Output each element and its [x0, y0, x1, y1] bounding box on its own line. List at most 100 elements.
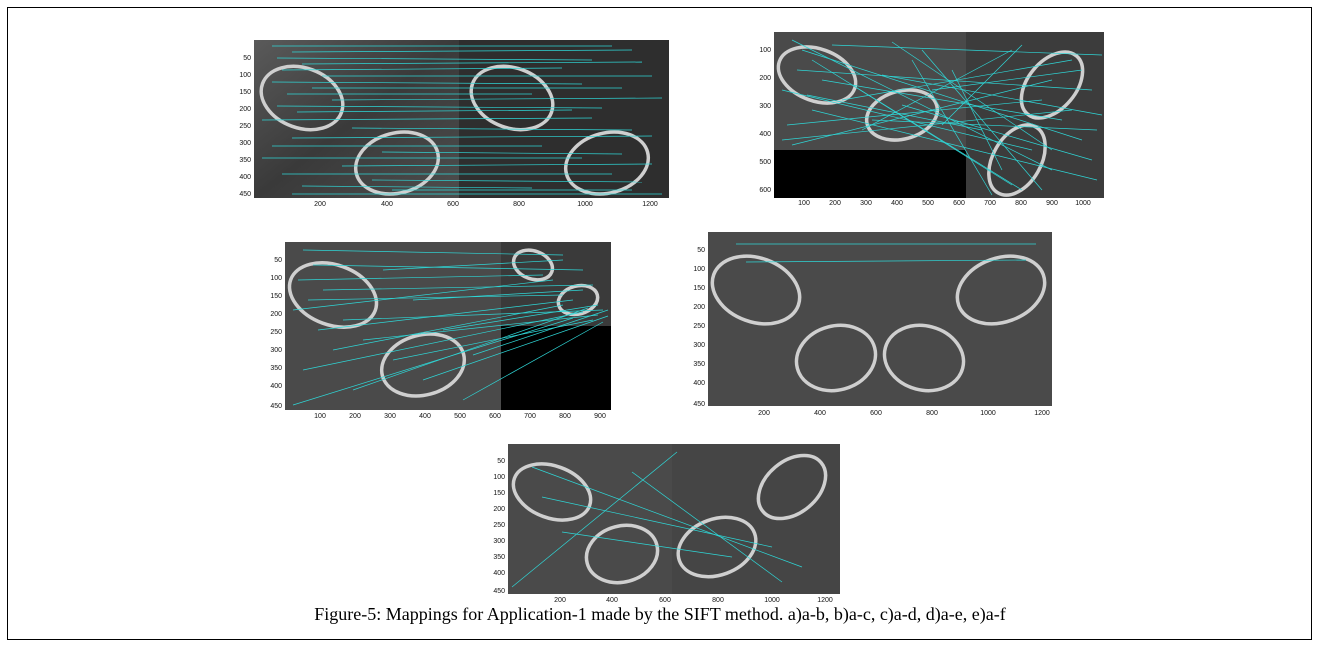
y-tick: 100: [493, 474, 505, 481]
x-tick: 800: [1015, 200, 1027, 207]
x-tick: 600: [659, 597, 671, 604]
x-tick: 800: [559, 413, 571, 420]
y-tick: 150: [493, 490, 505, 497]
x-tick: 400: [606, 597, 618, 604]
y-tick: 50: [274, 257, 282, 264]
y-tick: 50: [697, 247, 705, 254]
x-tick: 1000: [1075, 200, 1091, 207]
y-tick: 250: [493, 522, 505, 529]
y-tick: 450: [239, 191, 251, 198]
y-tick: 150: [239, 89, 251, 96]
x-tick: 800: [712, 597, 724, 604]
y-tick: 300: [759, 103, 771, 110]
y-tick: 350: [270, 365, 282, 372]
x-axis: 200 400 600 800 1000 1200: [758, 410, 1050, 417]
match-lines: [261, 45, 663, 195]
figure-caption: Figure-5: Mappings for Application-1 mad…: [314, 604, 1006, 624]
y-tick: 400: [493, 570, 505, 577]
panel-a-e: 50 100 150 200 250 300 350 400 450 200 4…: [686, 230, 1060, 418]
x-tick: 800: [926, 410, 938, 417]
y-tick: 200: [239, 106, 251, 113]
image-black-region: [774, 150, 966, 198]
figure-frame: [7, 7, 1312, 640]
y-tick: 450: [693, 401, 705, 408]
x-tick: 800: [513, 201, 525, 208]
x-tick: 1000: [577, 201, 593, 208]
y-tick: 50: [243, 55, 251, 62]
x-tick: 200: [758, 410, 770, 417]
x-tick: 700: [984, 200, 996, 207]
match-lines: [781, 39, 1103, 196]
x-tick: 600: [953, 200, 965, 207]
x-tick: 100: [798, 200, 810, 207]
panel-a-f-plot: 50 100 150 200 250 300 350 400 450 200 4…: [493, 444, 840, 604]
y-tick: 100: [693, 266, 705, 273]
panel-a-f: 50 100 150 200 250 300 350 400 450 200 4…: [482, 442, 844, 604]
x-tick: 600: [489, 413, 501, 420]
y-tick: 200: [270, 311, 282, 318]
y-tick: 200: [693, 304, 705, 311]
y-axis: 50 100 150 200 250 300 350 400 450: [693, 247, 705, 408]
x-tick: 600: [447, 201, 459, 208]
x-tick: 1000: [980, 410, 996, 417]
x-tick: 700: [524, 413, 536, 420]
x-tick: 1200: [642, 201, 658, 208]
x-tick: 400: [381, 201, 393, 208]
y-tick: 300: [493, 538, 505, 545]
y-tick: 400: [693, 380, 705, 387]
x-tick: 400: [891, 200, 903, 207]
x-tick: 200: [829, 200, 841, 207]
x-axis: 100 200 300 400 500 600 700 800 900: [314, 413, 606, 420]
y-tick: 350: [239, 157, 251, 164]
x-tick: 400: [814, 410, 826, 417]
y-tick: 350: [693, 361, 705, 368]
x-tick: 100: [314, 413, 326, 420]
x-axis: 200 400 600 800 1000 1200: [314, 201, 658, 208]
y-tick: 350: [493, 554, 505, 561]
match-lines: [736, 243, 1036, 263]
y-tick: 250: [693, 323, 705, 330]
image-right: [672, 444, 840, 594]
y-tick: 100: [270, 275, 282, 282]
x-tick: 900: [594, 413, 606, 420]
x-tick: 200: [349, 413, 361, 420]
panel-a-d-plot: 50 100 150 200 250 300 350 400 450 100 2…: [270, 242, 611, 420]
y-axis: 50 100 150 200 250 300 350 400 450: [239, 55, 251, 198]
y-tick: 400: [759, 131, 771, 138]
y-tick: 300: [239, 140, 251, 147]
y-tick: 250: [239, 123, 251, 130]
y-tick: 600: [759, 187, 771, 194]
y-axis: 100 200 300 400 500 600: [759, 47, 771, 194]
x-tick: 1200: [817, 597, 833, 604]
y-tick: 150: [693, 285, 705, 292]
panel-a-e-plot: 50 100 150 200 250 300 350 400 450 200 4…: [693, 232, 1052, 417]
x-tick: 900: [1046, 200, 1058, 207]
panel-a-b-plot: 50 100 150 200 250 300 350 400 450 200 4…: [239, 40, 669, 208]
y-tick: 200: [759, 75, 771, 82]
y-tick: 450: [493, 588, 505, 595]
match-lines: [292, 249, 609, 406]
y-tick: 100: [239, 72, 251, 79]
panel-a-b: 50 100 150 200 250 300 350 400 450 200 4…: [232, 38, 672, 210]
y-tick: 100: [759, 47, 771, 54]
y-tick: 400: [270, 383, 282, 390]
x-tick: 500: [922, 200, 934, 207]
x-tick: 300: [384, 413, 396, 420]
y-axis: 50 100 150 200 250 300 350 400 450: [493, 458, 505, 595]
y-axis: 50 100 150 200 250 300 350 400 450: [270, 257, 282, 410]
x-axis: 200 400 600 800 1000 1200: [554, 597, 833, 604]
y-tick: 300: [270, 347, 282, 354]
y-tick: 500: [759, 159, 771, 166]
x-tick: 500: [454, 413, 466, 420]
y-tick: 450: [270, 403, 282, 410]
panel-a-c: 100 200 300 400 500 600 100 200 300 400 …: [752, 30, 1108, 208]
x-tick: 1200: [1034, 410, 1050, 417]
y-tick: 400: [239, 174, 251, 181]
x-tick: 600: [870, 410, 882, 417]
image-black-region: [501, 326, 611, 410]
image-left: [285, 242, 501, 410]
y-tick: 150: [270, 293, 282, 300]
panel-a-d: 50 100 150 200 250 300 350 400 450 100 2…: [263, 240, 617, 420]
image-right: [966, 32, 1104, 198]
panel-a-c-plot: 100 200 300 400 500 600 100 200 300 400 …: [759, 32, 1104, 207]
